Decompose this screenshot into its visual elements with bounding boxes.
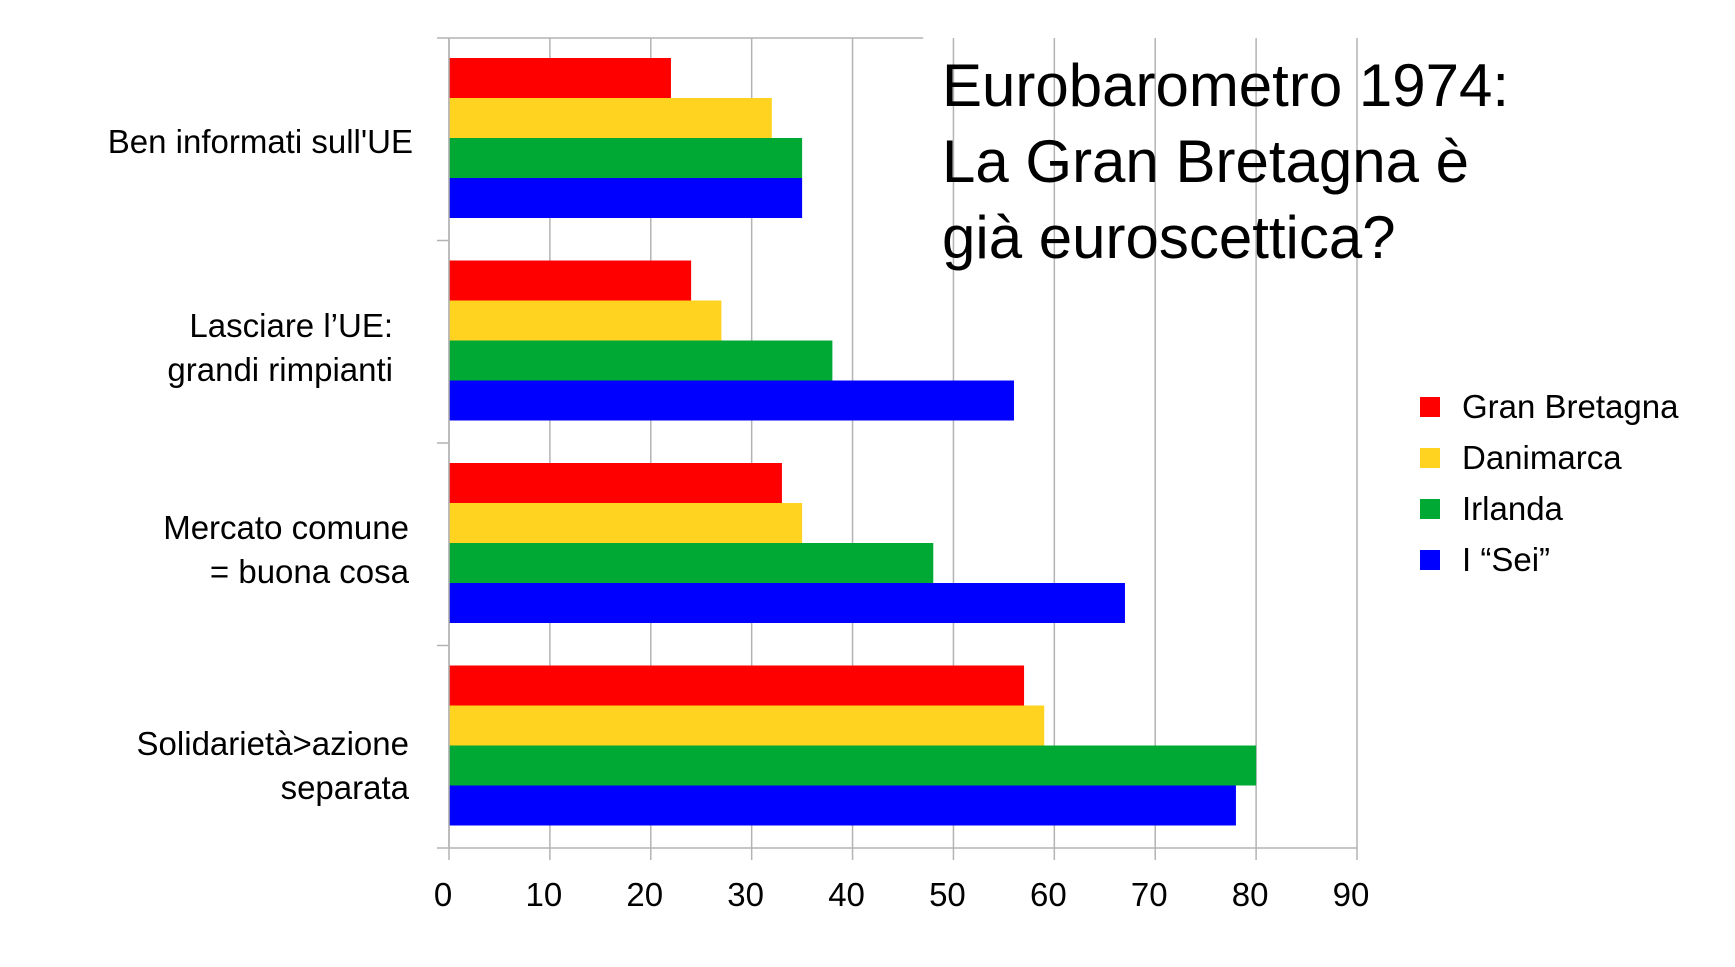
legend-swatch [1420,396,1440,417]
x-tick-label: 60 [1030,876,1067,913]
bar [449,138,803,178]
legend-item-irlanda: Irlanda [1420,483,1678,534]
x-tick-label: 30 [727,876,764,913]
bar [449,503,803,543]
bar [449,340,833,381]
x-tick-label: 40 [828,876,865,913]
bar [449,583,1125,623]
category-label-mercato-comune: Mercato comune = buona cosa [163,509,409,590]
legend-swatch [1420,498,1440,519]
bar [449,380,1014,421]
bar [449,98,772,138]
legend-item-danimarca: Danimarca [1420,432,1678,483]
title-line: già euroscettica? [942,204,1396,271]
bars [449,58,1257,826]
bar [449,543,934,583]
category-label-ben-informati: Ben informati sull'UE [107,123,413,160]
x-tick-label: 90 [1333,876,1370,913]
legend-label: I “Sei” [1462,540,1551,578]
bar [449,463,782,503]
axes [437,37,1358,860]
x-tick-label: 80 [1232,876,1269,913]
title-line: La Gran Bretagna è [942,128,1470,195]
bar [449,705,1045,746]
bar [449,300,722,341]
category-label-solidarieta: Solidarietà>azione separata [136,725,409,806]
category-label-lasciare-ue: Lasciare l’UE: grandi rimpianti [167,307,393,388]
legend-label: Danimarca [1462,438,1622,476]
x-tick-label: 70 [1131,876,1168,913]
bar [449,178,803,218]
legend-swatch [1420,447,1440,468]
bar [449,785,1236,826]
bar [449,260,692,301]
legend-label: Gran Bretagna [1462,387,1679,425]
bar [449,58,671,98]
bar [449,665,1025,706]
legend-label: Irlanda [1462,489,1563,527]
chart-title: Eurobarometro 1974: La Gran Bretagna è g… [942,48,1509,276]
legend-item-gran-bretagna: Gran Bretagna [1420,381,1678,432]
legend: Gran Bretagna Danimarca Irlanda I “Sei” [1420,381,1678,585]
title-line: Eurobarometro 1974: [942,52,1510,119]
x-tick-labels: 0 10 20 30 40 50 60 70 80 90 [434,876,1370,913]
x-tick-label: 0 [434,876,452,913]
legend-item-i-sei: I “Sei” [1420,534,1678,585]
legend-swatch [1420,549,1440,570]
bar [449,745,1257,786]
x-tick-label: 20 [626,876,663,913]
x-tick-label: 50 [929,876,966,913]
x-tick-label: 10 [526,876,563,913]
